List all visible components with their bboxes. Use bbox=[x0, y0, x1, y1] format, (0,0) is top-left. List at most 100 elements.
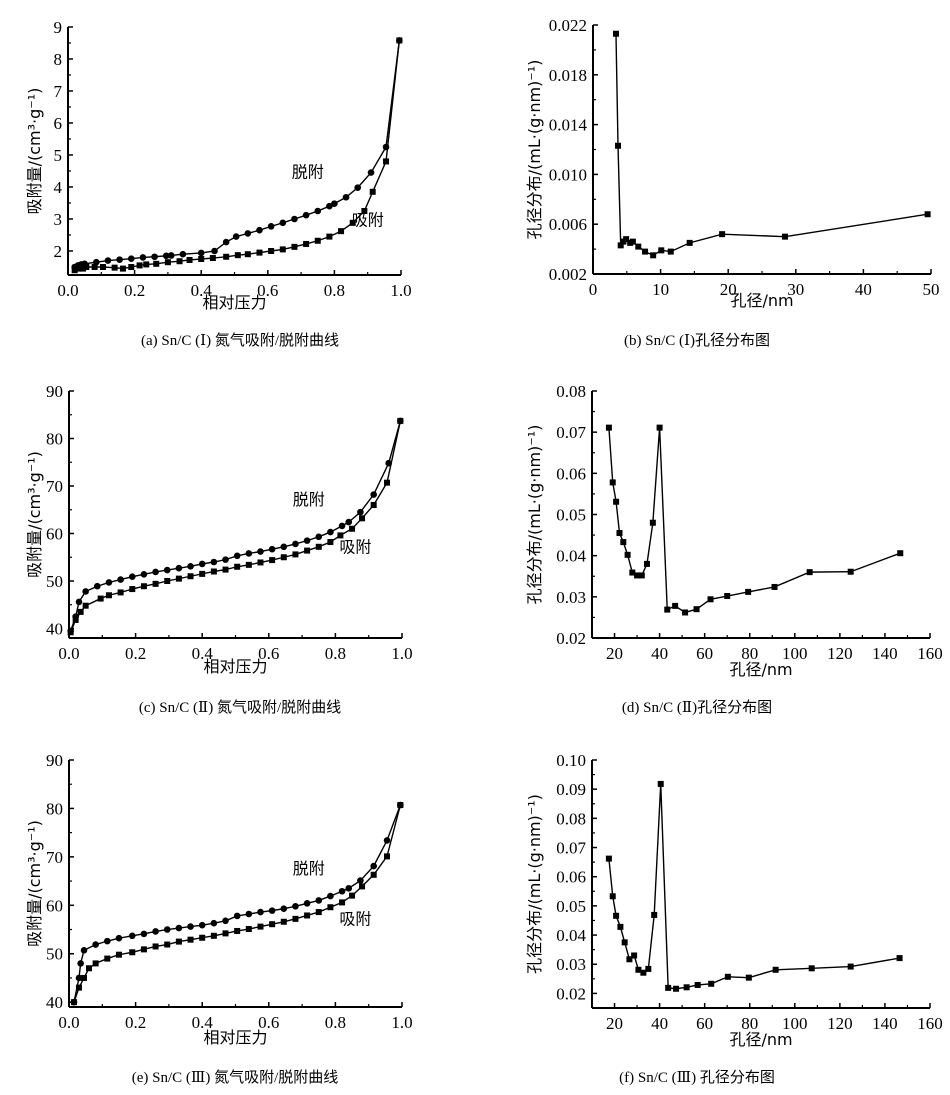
data-point-square bbox=[83, 264, 90, 270]
data-point-square bbox=[609, 893, 616, 900]
data-point-circle bbox=[370, 491, 377, 498]
data-point-square bbox=[626, 956, 633, 963]
x-tick-label: 0.2 bbox=[125, 1013, 146, 1032]
data-point-square bbox=[129, 586, 136, 593]
data-point-square bbox=[119, 265, 126, 272]
data-point-circle bbox=[232, 233, 240, 240]
data-point-square bbox=[244, 251, 251, 258]
y-tick-label: 0.04 bbox=[556, 926, 586, 945]
data-point-circle bbox=[197, 249, 205, 257]
data-point-circle bbox=[211, 247, 218, 255]
data-point-square bbox=[292, 915, 299, 922]
data-point-square bbox=[724, 593, 731, 600]
data-point-square bbox=[79, 265, 86, 272]
data-point-circle bbox=[280, 905, 288, 912]
data-point-square bbox=[924, 211, 931, 218]
x-tick-label: 0.2 bbox=[125, 644, 146, 663]
data-point-square bbox=[97, 595, 104, 602]
data-point-square bbox=[643, 560, 650, 567]
series-annotation: 脱附 bbox=[293, 490, 325, 509]
data-point-square bbox=[234, 927, 241, 934]
data-point-circle bbox=[382, 143, 390, 151]
data-point-circle bbox=[397, 417, 404, 425]
data-point-circle bbox=[233, 912, 241, 920]
data-point-square bbox=[642, 248, 649, 255]
data-point-circle bbox=[303, 900, 311, 907]
y-tick-label: 50 bbox=[46, 945, 63, 964]
y-tick-label: 60 bbox=[46, 525, 63, 544]
chart-panel-c: 0.0 0.2 0.4 0.6 0.8 1.0 40 50 60 70 80 90 相对压力 吸附量/(c… bbox=[25, 382, 413, 716]
data-point-circle bbox=[385, 459, 392, 467]
x-axis-title: 相对压力 bbox=[202, 293, 266, 312]
data-point-square bbox=[665, 984, 672, 991]
x-tick-label: 60 bbox=[696, 644, 713, 663]
data-point-square bbox=[77, 608, 84, 615]
y-tick-label: 0.010 bbox=[549, 165, 587, 184]
data-point-square bbox=[620, 539, 627, 546]
data-point-square bbox=[75, 984, 82, 991]
data-point-square bbox=[635, 966, 642, 973]
data-point-square bbox=[806, 569, 813, 576]
data-point-circle bbox=[152, 568, 159, 576]
data-point-circle bbox=[128, 932, 136, 940]
x-axis-title: 相对压力 bbox=[203, 1028, 267, 1047]
data-point-circle bbox=[357, 877, 364, 884]
data-point-square bbox=[187, 936, 194, 943]
x-tick-label: 1.0 bbox=[391, 1013, 412, 1032]
y-tick-label: 0.02 bbox=[556, 984, 586, 1003]
data-point-square bbox=[80, 974, 87, 981]
chart-panel-b: 0 10 20 30 40 50 0.002 0.006 0.010 0.014 0.018 0.02… bbox=[525, 16, 940, 349]
data-point-circle bbox=[396, 37, 403, 44]
panel-caption: (b) Sn/C (Ⅰ)孔径分布图 bbox=[624, 332, 770, 349]
data-point-square bbox=[245, 561, 252, 568]
data-point-circle bbox=[331, 200, 338, 207]
data-point-circle bbox=[139, 254, 147, 261]
x-axis-title: 孔径/nm bbox=[729, 660, 792, 679]
data-point-square bbox=[129, 949, 136, 956]
y-tick-label: 40 bbox=[46, 620, 63, 639]
data-point-square bbox=[631, 952, 638, 959]
data-point-square bbox=[650, 252, 657, 259]
data-point-square bbox=[616, 530, 623, 537]
data-point-square bbox=[314, 237, 321, 244]
data-point-square bbox=[667, 248, 674, 255]
data-point-square bbox=[897, 550, 904, 557]
data-point-square bbox=[257, 559, 264, 566]
data-point-square bbox=[269, 557, 276, 564]
y-tick-label: 0.04 bbox=[556, 547, 586, 566]
data-point-circle bbox=[103, 937, 111, 945]
data-point-circle bbox=[292, 540, 299, 548]
data-point-square bbox=[140, 946, 147, 953]
panel-caption: (c) Sn/C (Ⅱ) 氮气吸附/脱附曲线 bbox=[139, 699, 341, 716]
data-point-square bbox=[245, 926, 252, 933]
series-line-adsorption bbox=[608, 783, 900, 990]
y-tick-label: 0.022 bbox=[549, 16, 587, 35]
x-tick-label: 0.8 bbox=[325, 1013, 346, 1032]
data-point-circle bbox=[256, 226, 263, 234]
data-point-circle bbox=[92, 941, 99, 948]
y-tick-label: 6 bbox=[54, 114, 63, 133]
data-point-square bbox=[269, 921, 276, 928]
data-point-square bbox=[349, 892, 356, 899]
data-point-square bbox=[605, 424, 612, 431]
data-point-circle bbox=[370, 862, 377, 870]
data-point-circle bbox=[187, 562, 194, 570]
data-point-circle bbox=[117, 576, 124, 583]
data-point-circle bbox=[327, 892, 334, 900]
data-point-circle bbox=[357, 508, 364, 516]
chart-panel-e: 0.0 0.2 0.4 0.6 0.8 1.0 40 50 60 70 80 90 相对压力 吸附量/(c… bbox=[25, 751, 413, 1086]
series-line-desorption bbox=[73, 804, 401, 1003]
data-point-square bbox=[682, 609, 689, 616]
data-point-square bbox=[651, 911, 658, 918]
data-point-circle bbox=[152, 928, 159, 935]
data-point-circle bbox=[338, 522, 346, 530]
x-tick-label: 20 bbox=[606, 1014, 623, 1033]
series-line-desorption bbox=[74, 40, 401, 268]
chart-panel-f: 20 40 60 80 100 120 140 160 0.02 0.03 0.04 0.05 0.06… bbox=[525, 751, 943, 1086]
data-point-square bbox=[291, 243, 298, 250]
data-point-circle bbox=[80, 947, 88, 954]
x-tick-label: 100 bbox=[782, 1014, 808, 1033]
data-point-square bbox=[349, 219, 356, 226]
series-line-adsorption bbox=[615, 33, 928, 257]
data-point-circle bbox=[244, 230, 252, 237]
